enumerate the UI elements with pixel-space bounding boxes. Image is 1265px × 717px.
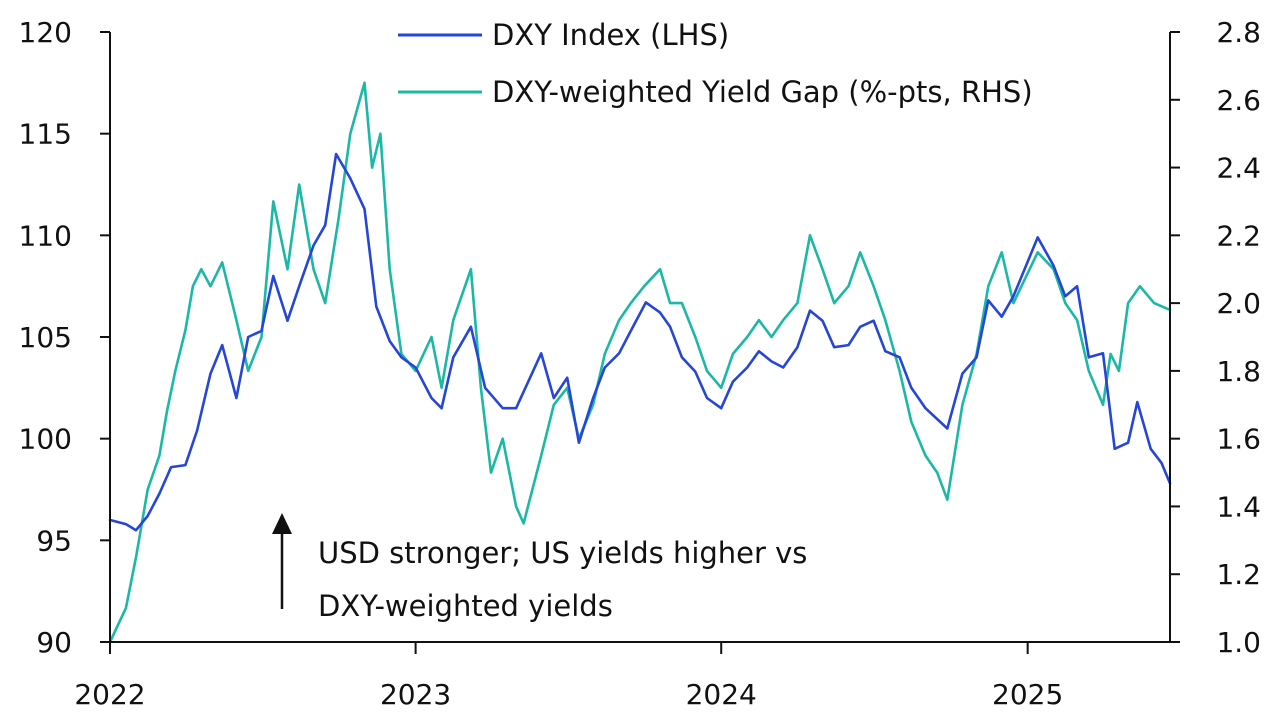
x-axis-ticks: 2022 2023 2024 2025 [74,642,1063,711]
right-tick-label: 2.2 [1216,219,1261,252]
legend-item-dxy-index: DXY Index (LHS) [398,18,729,52]
legend-label-dxy-index: DXY Index (LHS) [492,18,729,52]
right-tick-label: 1.4 [1216,490,1261,523]
legend-item-yield-gap: DXY-weighted Yield Gap (%-pts, RHS) [398,75,1033,109]
annotation-text-line-2: DXY-weighted yields [318,589,613,623]
left-tick-label: 100 [19,423,72,456]
annotation: USD stronger; US yields higher vs DXY-we… [272,513,807,623]
x-tick-label: 2025 [992,678,1063,711]
series-line-yield-gap [108,81,1172,644]
left-tick-label: 105 [19,321,72,354]
legend-label-yield-gap: DXY-weighted Yield Gap (%-pts, RHS) [492,75,1033,109]
plot-area: 2022 2023 2024 2025 90 95 100 105 110 115 120 1.0… [19,16,1261,711]
right-tick-label: 2.6 [1216,84,1261,117]
left-tick-label: 115 [19,118,72,151]
up-arrow-icon [272,513,292,534]
right-tick-label: 2.0 [1216,287,1261,320]
series-layer [108,81,1172,644]
legend: DXY Index (LHS) DXY-weighted Yield Gap (… [398,18,1033,109]
left-tick-label: 120 [19,16,72,49]
left-tick-label: 95 [36,524,72,557]
right-tick-label: 1.8 [1216,355,1261,388]
x-tick-label: 2022 [74,678,145,711]
right-tick-label: 1.6 [1216,423,1261,456]
right-tick-label: 1.2 [1216,558,1261,591]
right-tick-label: 2.4 [1216,152,1261,185]
x-tick-label: 2024 [686,678,757,711]
x-tick-label: 2023 [380,678,451,711]
annotation-text-line-1: USD stronger; US yields higher vs [318,536,807,570]
left-tick-label: 90 [36,626,72,659]
right-tick-label: 1.0 [1216,626,1261,659]
left-tick-label: 110 [19,219,72,252]
right-axis-ticks: 1.0 1.2 1.4 1.6 1.8 2.0 2.2 2.4 2.6 2.8 [1170,16,1261,659]
right-tick-label: 2.8 [1216,16,1261,49]
series-line-dxy-index [108,152,1172,532]
left-axis-ticks: 90 95 100 105 110 115 120 [19,16,110,659]
